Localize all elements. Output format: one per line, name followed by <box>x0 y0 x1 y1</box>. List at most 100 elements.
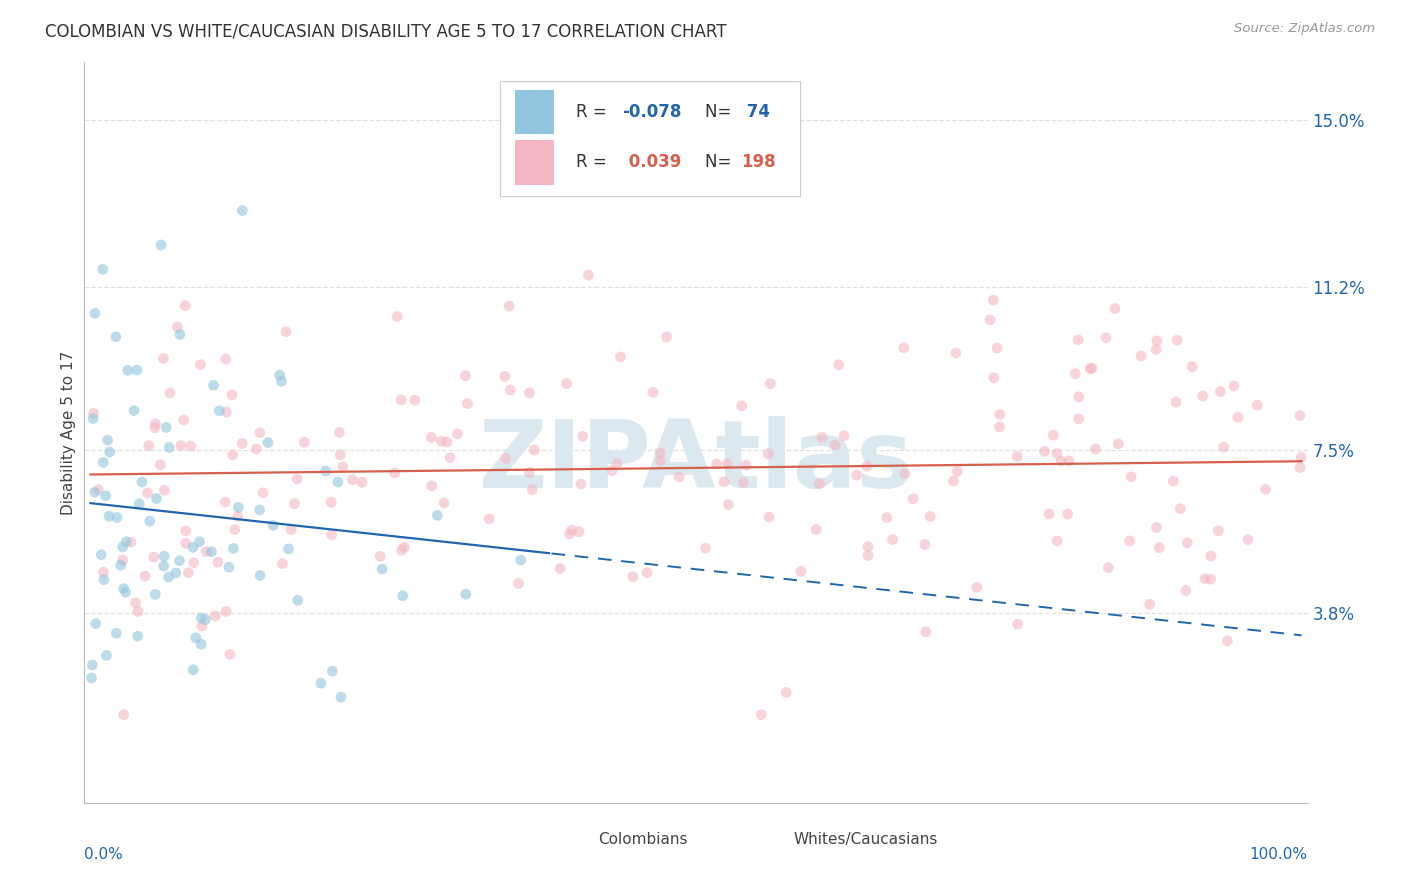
Point <box>139 514 162 528</box>
Point <box>555 376 578 391</box>
Point <box>83 406 105 420</box>
Point <box>115 534 138 549</box>
Point <box>1119 469 1142 483</box>
Point <box>893 341 915 355</box>
Point <box>391 543 413 558</box>
Point <box>1254 483 1277 497</box>
Point <box>208 403 231 417</box>
Point <box>277 541 299 556</box>
FancyBboxPatch shape <box>501 81 800 195</box>
Point <box>882 533 904 547</box>
Point <box>652 182 675 196</box>
Point <box>498 299 520 313</box>
Point <box>215 352 238 367</box>
Point <box>569 477 592 491</box>
Point <box>988 419 1011 434</box>
Point <box>125 363 148 377</box>
Point <box>1057 454 1080 468</box>
Point <box>734 458 756 473</box>
Point <box>249 503 271 517</box>
Point <box>1209 384 1232 399</box>
Point <box>1104 301 1126 316</box>
Point <box>621 570 644 584</box>
Point <box>519 385 541 400</box>
Point <box>142 550 165 565</box>
Point <box>1033 444 1056 458</box>
Point <box>174 536 197 550</box>
Point <box>1289 409 1312 423</box>
Point <box>1046 446 1069 460</box>
Point <box>876 510 898 524</box>
Point <box>456 396 478 410</box>
Point <box>98 445 121 459</box>
Point <box>1067 333 1090 347</box>
Point <box>128 497 150 511</box>
Point <box>856 459 879 474</box>
Point <box>157 441 180 455</box>
Point <box>145 491 167 506</box>
Point <box>87 483 110 497</box>
Point <box>1081 361 1104 376</box>
Point <box>174 299 197 313</box>
Point <box>827 358 849 372</box>
Point <box>145 417 167 431</box>
Point <box>165 566 187 580</box>
Point <box>1046 533 1069 548</box>
Point <box>811 430 834 444</box>
Point <box>218 560 240 574</box>
Point <box>600 464 623 478</box>
Point <box>80 671 103 685</box>
Point <box>561 523 583 537</box>
Point <box>155 420 177 434</box>
Point <box>713 475 735 489</box>
Point <box>190 611 212 625</box>
Point <box>1007 617 1029 632</box>
Point <box>494 369 516 384</box>
Point <box>1038 507 1060 521</box>
Point <box>284 497 307 511</box>
Point <box>426 508 449 523</box>
Point <box>328 425 350 440</box>
Point <box>105 626 128 640</box>
Point <box>751 707 773 722</box>
Point <box>326 475 349 489</box>
Point <box>91 455 114 469</box>
Point <box>1144 343 1167 357</box>
Point <box>1174 583 1197 598</box>
Point <box>790 564 813 578</box>
Point <box>946 464 969 478</box>
Text: R =: R = <box>576 153 612 171</box>
Point <box>280 523 302 537</box>
Point <box>716 457 738 471</box>
Point <box>207 555 229 569</box>
Point <box>391 589 413 603</box>
Point <box>371 562 394 576</box>
Point <box>1042 428 1064 442</box>
Bar <box>565 827 592 853</box>
Point <box>321 495 343 509</box>
Point <box>177 566 200 580</box>
Point <box>606 457 628 471</box>
Point <box>523 443 546 458</box>
Point <box>1149 541 1171 555</box>
Point <box>733 475 755 490</box>
Point <box>945 346 967 360</box>
Text: 198: 198 <box>741 153 776 171</box>
Point <box>183 556 205 570</box>
Point <box>122 403 145 417</box>
Point <box>1095 331 1118 345</box>
Point <box>321 528 343 542</box>
Point <box>571 429 593 443</box>
Point <box>93 573 115 587</box>
Point <box>1194 572 1216 586</box>
Point <box>1237 533 1260 547</box>
Point <box>257 435 280 450</box>
Text: Colombians: Colombians <box>598 831 688 847</box>
Point <box>84 616 107 631</box>
Point <box>636 566 658 580</box>
Point <box>321 664 343 678</box>
Point <box>1056 507 1078 521</box>
Point <box>112 582 135 596</box>
Point <box>97 433 120 447</box>
Point <box>202 378 225 392</box>
